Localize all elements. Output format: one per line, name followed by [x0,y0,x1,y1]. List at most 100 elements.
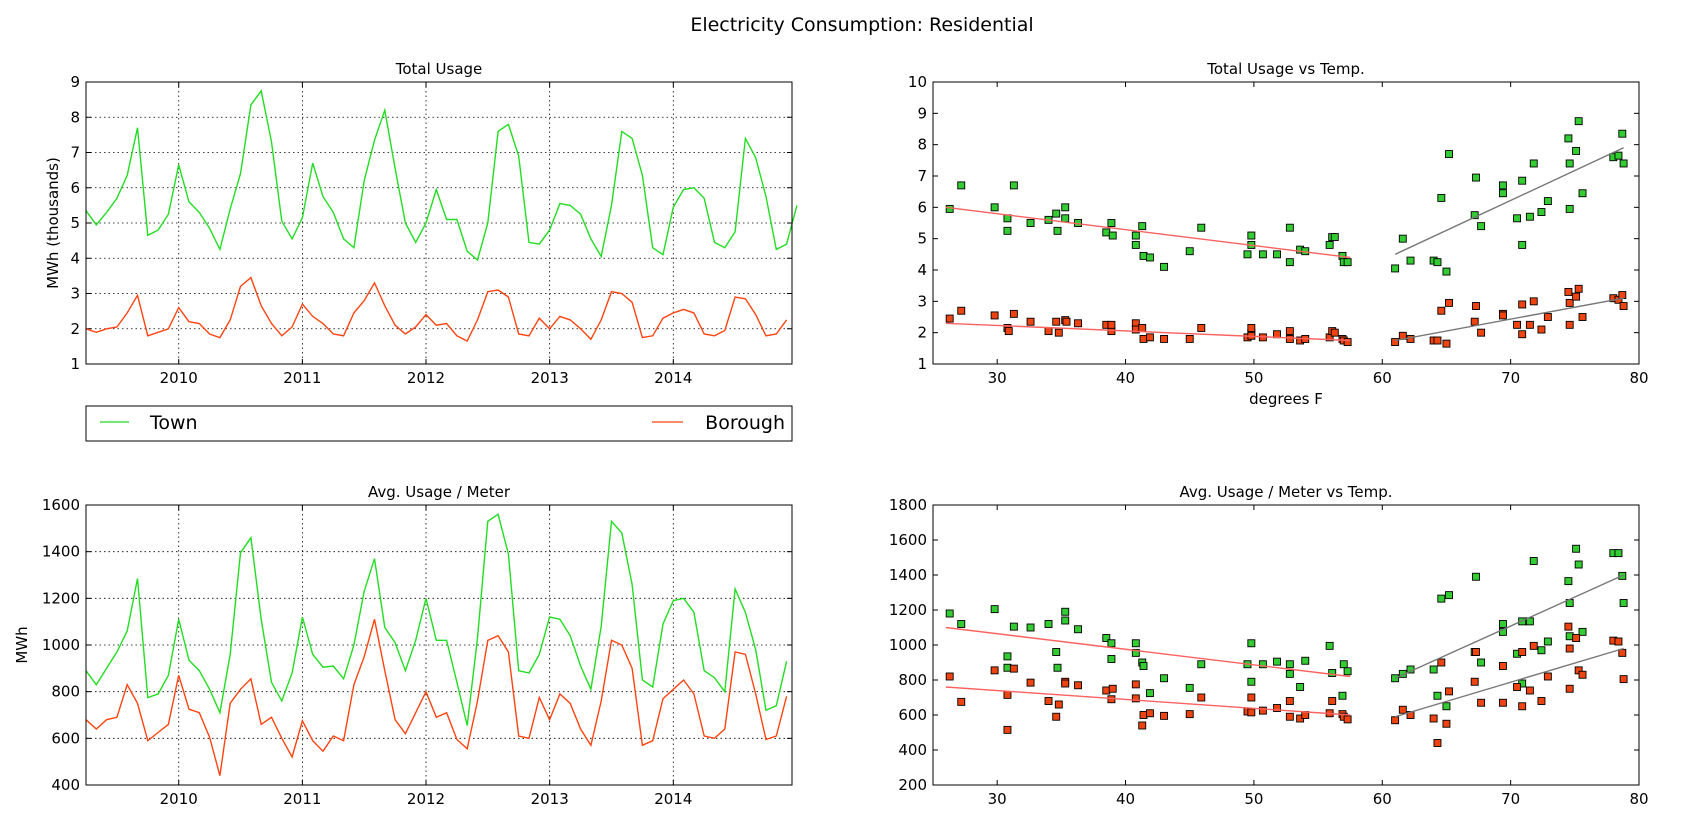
point-borough [1564,287,1573,296]
point-borough [1525,320,1534,329]
point-town [1406,256,1415,265]
point-borough [1618,291,1627,300]
point-borough [1518,330,1527,339]
x-tick-label: 2014 [654,369,692,387]
point-town [1343,258,1352,267]
point-town [1258,250,1267,259]
point-town [1131,240,1140,249]
point-borough [1054,700,1063,709]
point-borough [945,314,954,323]
point-town [1285,258,1294,267]
chart-title: Total Usage [395,60,483,78]
point-borough [1145,709,1154,718]
point-town [1529,159,1538,168]
point-borough [1472,648,1480,656]
point-town [1052,648,1061,656]
chart-total_usage: 2010 2011 2012 2013 2014 1 2 3 4 5 6 7 8 9 Total Usage… [44,60,798,387]
point-town [1107,219,1116,227]
point-town [1285,660,1294,669]
point-borough [1062,317,1071,326]
point-borough [1074,681,1083,690]
x-tick-label: 50 [1244,369,1263,387]
point-town [1565,204,1574,213]
point-town [1160,674,1169,683]
point-borough [1429,714,1438,723]
point-borough [1518,702,1527,711]
y-tick-label: 1400 [889,566,927,584]
point-borough [1578,670,1587,679]
point-town [1565,159,1574,168]
point-town [1518,240,1527,249]
point-town [945,609,954,618]
point-town [1185,247,1194,256]
point-borough [1437,658,1446,667]
point-borough [1139,711,1148,719]
y-tick-label: 8 [70,108,80,126]
point-town [1325,641,1334,650]
point-town [1243,250,1252,259]
point-town [1442,267,1451,276]
point-borough [1565,684,1574,693]
point-borough [1108,684,1117,693]
point-borough [1518,300,1527,309]
point-town [1618,129,1627,138]
x-tick-label: 2011 [283,369,321,387]
point-borough [1328,697,1337,705]
point-borough [1247,324,1256,332]
point-borough [1565,298,1574,307]
y-tick-label: 10 [908,73,927,91]
point-borough [1247,708,1256,717]
point-borough [1003,690,1012,699]
x-tick-label: 70 [1501,369,1520,387]
x-tick-label: 2012 [407,369,445,387]
point-town [1391,264,1400,273]
point-town [1445,591,1453,600]
point-town [1052,209,1061,218]
point-town [1565,632,1574,641]
y-tick-label: 1 [70,355,80,373]
series-line-town [85,89,798,262]
point-town [1061,214,1070,223]
point-town [1445,150,1453,159]
point-borough [1513,320,1522,329]
point-town [1614,549,1623,558]
point-town [1338,691,1347,700]
point-town [1433,258,1442,267]
point-town [1026,623,1035,632]
point-borough [1185,710,1194,719]
point-town [1003,652,1012,661]
point-town [1543,637,1552,646]
chart-total_vs_temp: 30 40 50 60 70 80 1 2 3 4 5 6 7 8 9 10 Total Usage vs Te… [908,60,1649,408]
y-tick-label: 1200 [42,589,80,607]
point-town [1498,189,1507,198]
x-tick-label: 2010 [160,369,198,387]
point-town [1472,572,1480,581]
point-town [1285,223,1294,232]
point-borough [1285,327,1294,336]
point-borough [1537,325,1546,334]
point-borough [1391,338,1400,347]
y-tick-label: 9 [70,73,80,91]
point-town [1145,253,1154,262]
x-tick-label: 70 [1501,790,1520,808]
point-town [1578,627,1587,636]
point-borough [1285,334,1294,343]
point-town [1247,639,1256,648]
point-town [1102,634,1111,642]
chart-avg_vs_temp: 30 40 50 60 70 80 200 400 600 800 1000 1200 1400 1600… [889,483,1649,808]
legend-label-town: Town [149,412,198,434]
point-borough [1197,324,1206,332]
point-town [1619,599,1628,607]
point-borough [957,306,966,315]
point-town [1442,702,1451,711]
point-town [1574,560,1583,569]
point-borough [1131,680,1140,689]
y-tick-label: 1000 [889,636,927,654]
point-borough [1525,686,1534,695]
series-line-town [85,513,788,726]
x-tick-label: 2012 [407,790,445,808]
point-borough [1273,704,1281,712]
chart-title: Total Usage vs Temp. [1206,60,1365,78]
point-town [1009,181,1018,190]
